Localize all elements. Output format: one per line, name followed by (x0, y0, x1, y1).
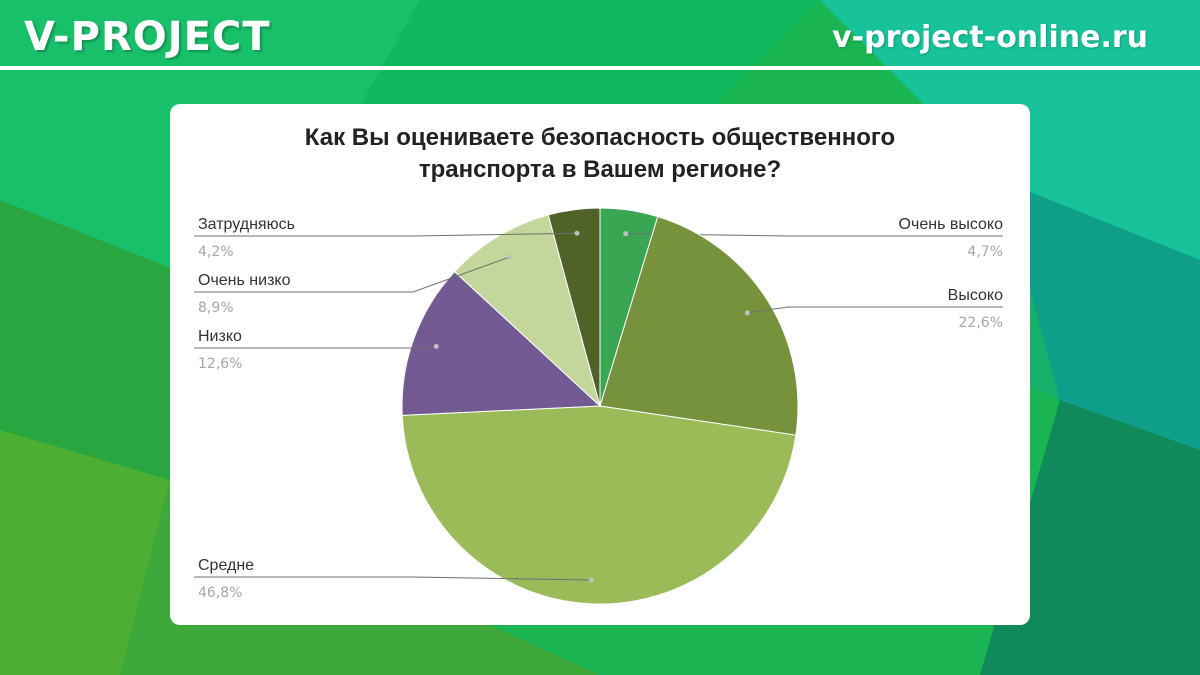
chart-card: Как Вы оцениваете безопасность обществен… (170, 104, 1030, 625)
pie-chart: Очень высоко 4,7% Высоко 22,6% Средне 46,8% Ни… (194, 207, 1004, 605)
leader-dot (433, 343, 439, 349)
leader-dot (623, 231, 629, 237)
slice-percent: 22,6% (959, 315, 1003, 331)
pie-slice (599, 215, 799, 436)
leader-line (194, 576, 592, 581)
leader-line (747, 306, 1003, 314)
slice-label: Очень низко (198, 272, 291, 289)
slice-label: Очень высоко (899, 216, 1004, 233)
slice-percent: 12,6% (198, 356, 242, 372)
slice-percent: 4,7% (967, 244, 1003, 260)
leader-dot (588, 577, 594, 583)
slice-percent: 4,2% (198, 244, 234, 260)
brand-logo: V-PROJECT (24, 14, 271, 60)
site-url[interactable]: v-project-online.ru (832, 20, 1148, 55)
chart-title: Как Вы оцениваете безопасность обществен… (170, 122, 1030, 186)
pie-slice (547, 207, 601, 407)
leader-line (194, 232, 578, 237)
slice-label: Высоко (948, 287, 1003, 304)
leader-line (194, 256, 510, 293)
slice-percent: 8,9% (198, 300, 234, 316)
chart-title-line-2: транспорта в Вашем регионе? (418, 156, 782, 183)
slice-label: Низко (198, 328, 242, 345)
chart-title-line-1: Как Вы оцениваете безопасность обществен… (304, 124, 896, 151)
slice-percent: 46,8% (198, 585, 242, 601)
leader-dot (744, 310, 750, 316)
slice-label: Средне (198, 557, 254, 574)
pie-slice (401, 405, 797, 605)
slice-label: Затрудняюсь (198, 216, 295, 233)
header-divider (0, 66, 1200, 70)
leader-dot (574, 230, 580, 236)
pie-slice (453, 214, 601, 408)
leader-line (194, 345, 437, 349)
leader-dot (507, 254, 513, 260)
